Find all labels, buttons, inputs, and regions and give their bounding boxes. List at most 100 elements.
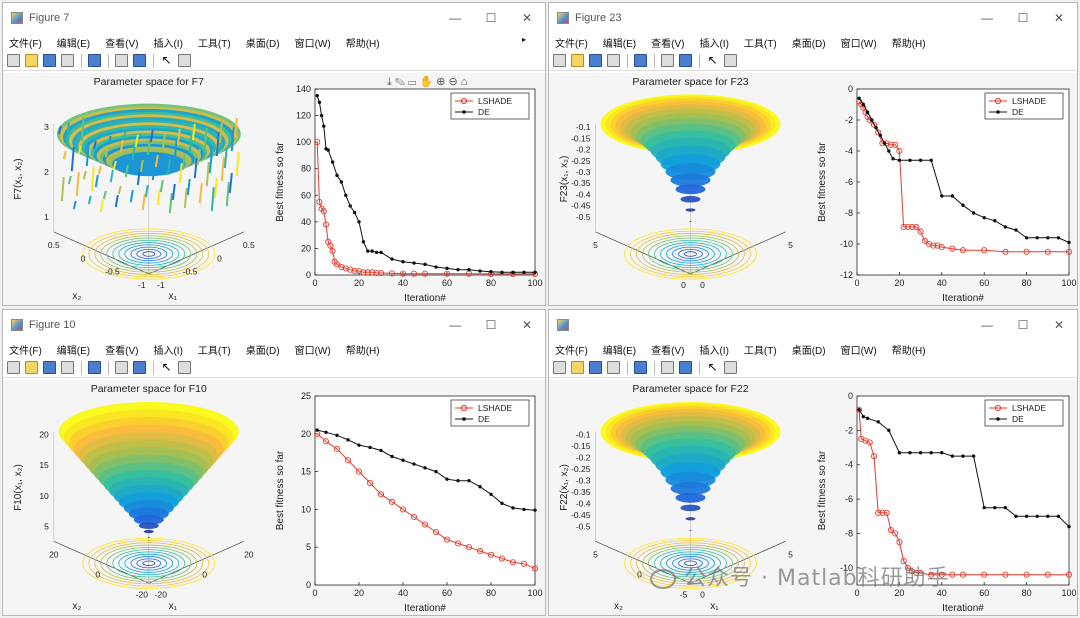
maximize-icon[interactable]: ☐	[485, 11, 497, 25]
menu-file[interactable]: 文件(F)	[9, 345, 42, 357]
minimize-icon[interactable]: —	[981, 318, 993, 332]
brush-icon[interactable]: ✎	[394, 76, 405, 88]
menu-file[interactable]: 文件(F)	[555, 345, 588, 357]
menu-window[interactable]: 窗口(W)	[294, 345, 331, 357]
open-file-icon[interactable]	[25, 361, 38, 374]
menu-edit[interactable]: 编辑(E)	[602, 345, 637, 357]
watermark-text: 公众号 · Matlab科研助手	[684, 566, 950, 591]
colorbar-icon[interactable]	[115, 361, 128, 374]
data-point	[355, 468, 363, 475]
open-file-icon[interactable]	[25, 54, 38, 67]
minimize-icon[interactable]: —	[449, 318, 461, 332]
window-titlebar[interactable]: Figure 7 — ☐ ✕	[3, 3, 545, 33]
zoom-in-icon[interactable]: ⊕	[436, 76, 446, 88]
zoom-out-icon[interactable]: ⊖	[448, 76, 458, 88]
surface-plot: Parameter space for F10 20 15 10 5 F10(x₁, x₂…	[13, 383, 254, 612]
minimize-icon[interactable]: —	[449, 11, 461, 25]
edit-pointer-icon[interactable]: ↖	[161, 360, 172, 374]
window-titlebar[interactable]: Figure 23 — ☐ ✕	[549, 3, 1077, 33]
menu-desktop[interactable]: 桌面(D)	[791, 38, 826, 50]
menu-desktop[interactable]: 桌面(D)	[791, 345, 826, 357]
colorbar-icon[interactable]	[661, 361, 674, 374]
link-plot-icon[interactable]	[634, 54, 647, 67]
menu-window[interactable]: 窗口(W)	[294, 38, 331, 50]
menu-tools[interactable]: 工具(T)	[197, 345, 231, 357]
export-icon[interactable]: ⤓	[387, 76, 392, 88]
new-figure-icon[interactable]	[553, 361, 566, 374]
menu-window[interactable]: 窗口(W)	[840, 345, 877, 357]
link-plot-icon[interactable]	[88, 54, 101, 67]
property-inspector-icon[interactable]	[724, 54, 737, 67]
datatip-icon[interactable]: ▭	[408, 76, 417, 88]
menu-view[interactable]: 查看(V)	[105, 345, 139, 357]
menu-desktop[interactable]: 桌面(D)	[245, 345, 280, 357]
close-icon[interactable]: ✕	[1053, 318, 1065, 332]
link-plot-icon[interactable]	[634, 361, 647, 374]
edit-pointer-icon[interactable]: ↖	[161, 53, 172, 67]
legend-label: LSHADE	[478, 96, 512, 106]
print-icon[interactable]	[61, 361, 74, 374]
menu-view[interactable]: 查看(V)	[105, 38, 139, 50]
new-figure-icon[interactable]	[7, 361, 20, 374]
menu-help[interactable]: 帮助(H)	[345, 38, 380, 50]
figure-window-10[interactable]: Figure 10 — ☐ ✕ 文件(F) 编辑(E) 查看(V) 插入(I) 工具…	[2, 309, 546, 616]
menu-file[interactable]: 文件(F)	[9, 38, 42, 50]
menu-insert[interactable]: 插入(I)	[699, 345, 729, 357]
menu-help[interactable]: 帮助(H)	[891, 345, 926, 357]
figure-window-7[interactable]: Figure 7 — ☐ ✕ 文件(F) 编辑(E) 查看(V) 插入(I) 工具(…	[2, 2, 546, 306]
legend-icon[interactable]	[679, 361, 692, 374]
menu-desktop[interactable]: 桌面(D)	[245, 38, 280, 50]
menu-view[interactable]: 查看(V)	[651, 345, 685, 357]
print-icon[interactable]	[61, 54, 74, 67]
new-figure-icon[interactable]	[553, 54, 566, 67]
pan-icon[interactable]: ✋	[419, 76, 434, 88]
maximize-icon[interactable]: ☐	[1017, 318, 1029, 332]
menu-insert[interactable]: 插入(I)	[153, 345, 183, 357]
menu-help[interactable]: 帮助(H)	[891, 38, 926, 50]
menu-tools[interactable]: 工具(T)	[743, 38, 777, 50]
edit-pointer-icon[interactable]: ↖	[707, 360, 718, 374]
menu-overflow-icon[interactable]: ▸	[521, 35, 526, 44]
save-icon[interactable]	[589, 54, 602, 67]
menu-edit[interactable]: 编辑(E)	[602, 38, 637, 50]
open-file-icon[interactable]	[571, 54, 584, 67]
new-figure-icon[interactable]	[7, 54, 20, 67]
save-icon[interactable]	[43, 54, 56, 67]
legend-icon[interactable]	[133, 54, 146, 67]
open-file-icon[interactable]	[571, 361, 584, 374]
menu-view[interactable]: 查看(V)	[651, 38, 685, 50]
home-icon[interactable]: ⌂	[460, 76, 468, 88]
menu-file[interactable]: 文件(F)	[555, 38, 588, 50]
edit-pointer-icon[interactable]: ↖	[707, 53, 718, 67]
colorbar-icon[interactable]	[661, 54, 674, 67]
close-icon[interactable]: ✕	[1053, 11, 1065, 25]
menu-edit[interactable]: 编辑(E)	[56, 345, 91, 357]
colorbar-icon[interactable]	[115, 54, 128, 67]
maximize-icon[interactable]: ☐	[1017, 11, 1029, 25]
menu-tools[interactable]: 工具(T)	[743, 345, 777, 357]
legend-icon[interactable]	[133, 361, 146, 374]
property-inspector-icon[interactable]	[724, 361, 737, 374]
menu-insert[interactable]: 插入(I)	[153, 38, 183, 50]
link-plot-icon[interactable]	[88, 361, 101, 374]
close-icon[interactable]: ✕	[521, 11, 533, 25]
window-titlebar[interactable]: Figure 10 — ☐ ✕	[3, 310, 545, 340]
figure-window-23[interactable]: Figure 23 — ☐ ✕ 文件(F) 编辑(E) 查看(V) 插入(I) 工具…	[548, 2, 1078, 306]
window-titlebar[interactable]: — ☐ ✕	[549, 310, 1077, 340]
figure-window-22[interactable]: — ☐ ✕ 文件(F) 编辑(E) 查看(V) 插入(I) 工具(T) 桌面(D) …	[548, 309, 1078, 616]
save-icon[interactable]	[589, 361, 602, 374]
property-inspector-icon[interactable]	[178, 361, 191, 374]
close-icon[interactable]: ✕	[521, 318, 533, 332]
menu-insert[interactable]: 插入(I)	[699, 38, 729, 50]
print-icon[interactable]	[607, 361, 620, 374]
save-icon[interactable]	[43, 361, 56, 374]
menu-help[interactable]: 帮助(H)	[345, 345, 380, 357]
menu-tools[interactable]: 工具(T)	[197, 38, 231, 50]
legend-icon[interactable]	[679, 54, 692, 67]
property-inspector-icon[interactable]	[178, 54, 191, 67]
maximize-icon[interactable]: ☐	[485, 318, 497, 332]
minimize-icon[interactable]: —	[981, 11, 993, 25]
menu-window[interactable]: 窗口(W)	[840, 38, 877, 50]
menu-edit[interactable]: 编辑(E)	[56, 38, 91, 50]
print-icon[interactable]	[607, 54, 620, 67]
